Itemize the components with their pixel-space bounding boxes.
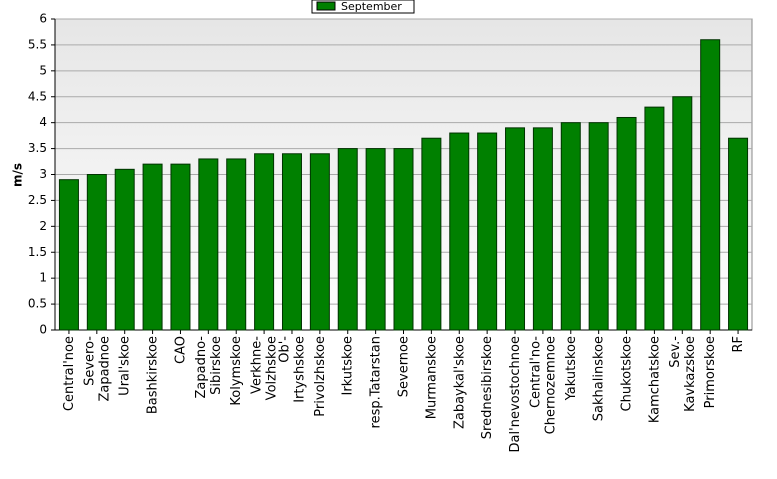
bar [365,148,386,331]
y-tick-label: 2.5 [28,193,47,207]
bar [337,148,358,331]
x-tick-label: Irkutskoe [340,336,355,395]
x-tick-label: Yakutskoe [563,336,578,401]
bar [505,127,526,331]
bar [198,158,219,331]
x-tick-label: Ural'skoe [117,336,132,396]
x-tick-label: Dal'nevostochnoe [508,336,523,452]
bar [532,127,553,331]
bar [644,106,665,331]
y-tick-label: 6 [39,12,47,26]
bar [588,122,609,331]
bar [616,116,637,331]
x-tick-label: Privolzhskoe [312,336,327,417]
x-tick-label: Primorskoe [703,336,718,408]
bar [728,137,749,331]
x-tick-label: CAO [173,336,188,364]
x-tick-label: Kamchatskoe [647,336,662,423]
x-tick-label: RF [731,336,746,353]
x-tick-label: Murmanskoe [424,336,439,419]
bar [86,174,107,331]
x-tick-label: Central'no-Chernozemnoe [528,336,558,435]
legend-swatch [316,1,336,11]
bar [449,132,470,331]
x-tick-label: Ob'-Irtyshskoe [277,336,307,403]
bar [672,96,693,331]
x-tick-label: Sakhalinskoe [591,336,606,421]
x-tick-label: Severnoe [396,336,411,397]
bar [309,153,330,331]
x-tick-label: Zabaykal'skoe [452,336,467,429]
legend-box [311,0,415,14]
bar [421,137,442,331]
y-tick-label: 5 [39,63,47,77]
x-tick-label: resp.Tatarstan [368,336,383,428]
bar [58,179,79,331]
y-tick-label: 4 [39,115,47,129]
bar [477,132,498,331]
y-tick-label: 3.5 [28,141,47,155]
legend-label: September [341,0,402,13]
bar [254,153,275,331]
bar [114,168,135,331]
y-tick-label: 5.5 [28,37,47,51]
x-tick-label: Chukotskoe [619,336,634,411]
bar [142,163,163,331]
x-tick-label: Kolymskoe [229,336,244,406]
bar [560,122,581,331]
x-tick-label: Verkhne-Volzhskoe [249,336,279,401]
bar [700,39,721,331]
legend: September [311,0,415,14]
y-tick-label: 0 [39,323,47,337]
y-tick-label: 2 [39,219,47,233]
x-tick-label: Srednesibirskoe [480,336,495,439]
y-tick-label: 1 [39,271,47,285]
x-tick-label: Sev.-Kavkazskoe [667,336,697,412]
y-tick-label: 4.5 [28,89,47,103]
bar [170,163,191,331]
y-tick-label: 0.5 [28,297,47,311]
y-axis-label: m/s [11,163,25,187]
y-tick-label: 3 [39,167,47,181]
x-tick-label: Central'noe [61,336,76,411]
x-tick-label: Bashkirskoe [145,336,160,414]
x-tick-label: Zapadno-Sibirskoe [193,336,223,399]
bar [226,158,247,331]
bar [393,148,414,331]
x-tick-label: Severo-Zapadnoe [82,336,112,402]
y-tick-label: 1.5 [28,245,47,259]
bar [281,153,302,331]
